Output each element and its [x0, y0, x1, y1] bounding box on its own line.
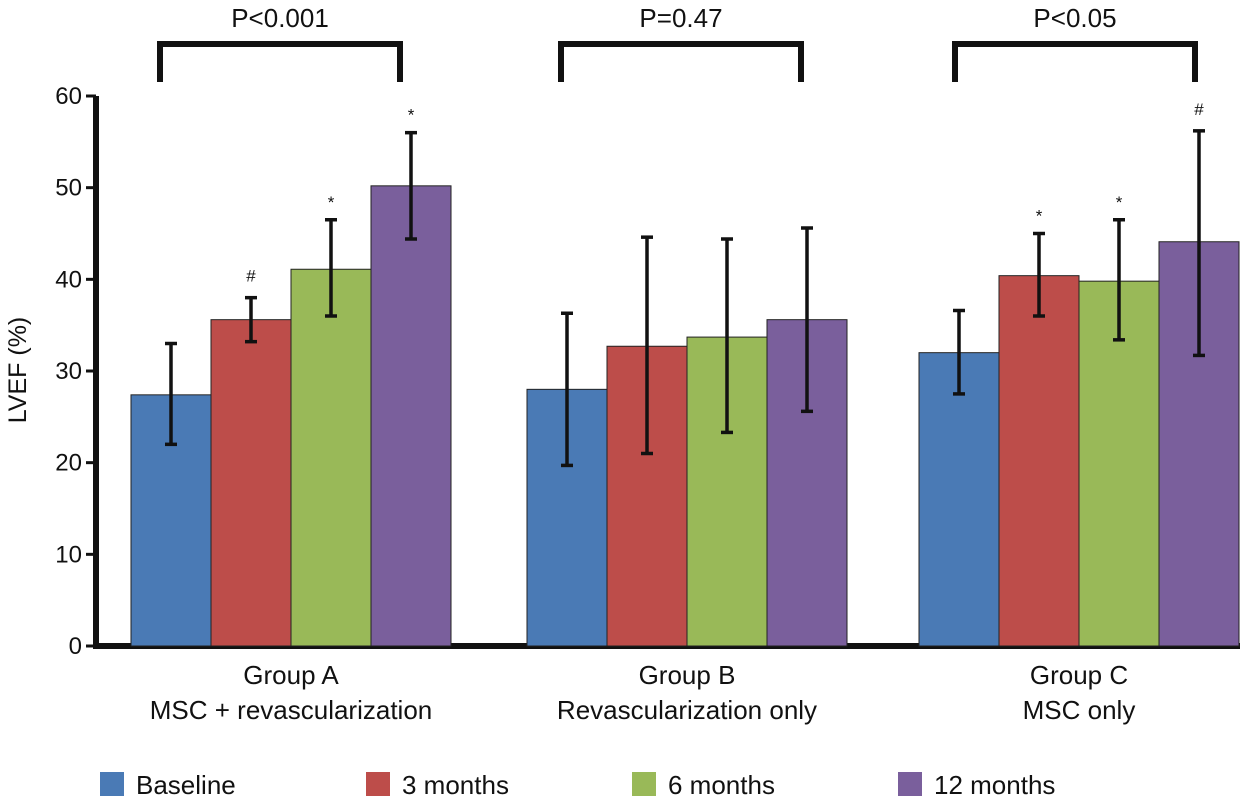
bar: [918, 352, 1000, 647]
y-axis-label: LVEF (%): [4, 317, 32, 424]
y-tick-label: 30: [55, 358, 82, 385]
legend-label: 12 months: [934, 770, 1055, 800]
bar: [210, 319, 292, 647]
category-label-line1: Group C: [1030, 660, 1128, 690]
legend-label: Baseline: [136, 770, 236, 800]
bar: [370, 185, 452, 647]
significance-bracket: [157, 41, 403, 82]
legend-label: 3 months: [402, 770, 509, 800]
p-value-annotation: P=0.47: [639, 3, 722, 33]
category-label-line2: MSC only: [1023, 695, 1136, 725]
p-value-annotation: P<0.05: [1033, 3, 1116, 33]
significance-mark: #: [246, 267, 256, 286]
legend-swatch: [100, 772, 124, 796]
significance-mark: *: [328, 193, 335, 212]
significance-mark: *: [1036, 207, 1043, 226]
legend: Baseline 3 months 6 months 12 months: [100, 770, 1055, 800]
legend-label: 6 months: [668, 770, 775, 800]
y-tick-label: 60: [55, 83, 82, 110]
bar: [290, 268, 372, 647]
y-tick-label: 50: [55, 175, 82, 202]
significance-mark: #: [1194, 100, 1204, 119]
significance-bracket: [952, 41, 1198, 82]
chart-marks: 0 10 20 30 40 50 60 # * * * * # Group A MSC + revascul…: [55, 3, 1240, 725]
y-tick-label: 40: [55, 266, 82, 293]
category-label-line2: Revascularization only: [557, 695, 817, 725]
category-label-line1: Group B: [639, 660, 736, 690]
p-value-annotation: P<0.001: [231, 3, 329, 33]
legend-swatch: [366, 772, 390, 796]
bar: [998, 275, 1080, 647]
y-tick-label: 20: [55, 450, 82, 477]
legend-swatch: [632, 772, 656, 796]
significance-bracket: [558, 41, 804, 82]
category-label-line2: MSC + revascularization: [150, 695, 433, 725]
significance-mark: *: [408, 106, 415, 125]
y-tick-label: 10: [55, 541, 82, 568]
significance-mark: *: [1116, 193, 1123, 212]
legend-swatch: [898, 772, 922, 796]
y-tick-label: 0: [69, 633, 82, 660]
category-label-line1: Group A: [243, 660, 339, 690]
bar: [1078, 280, 1160, 647]
